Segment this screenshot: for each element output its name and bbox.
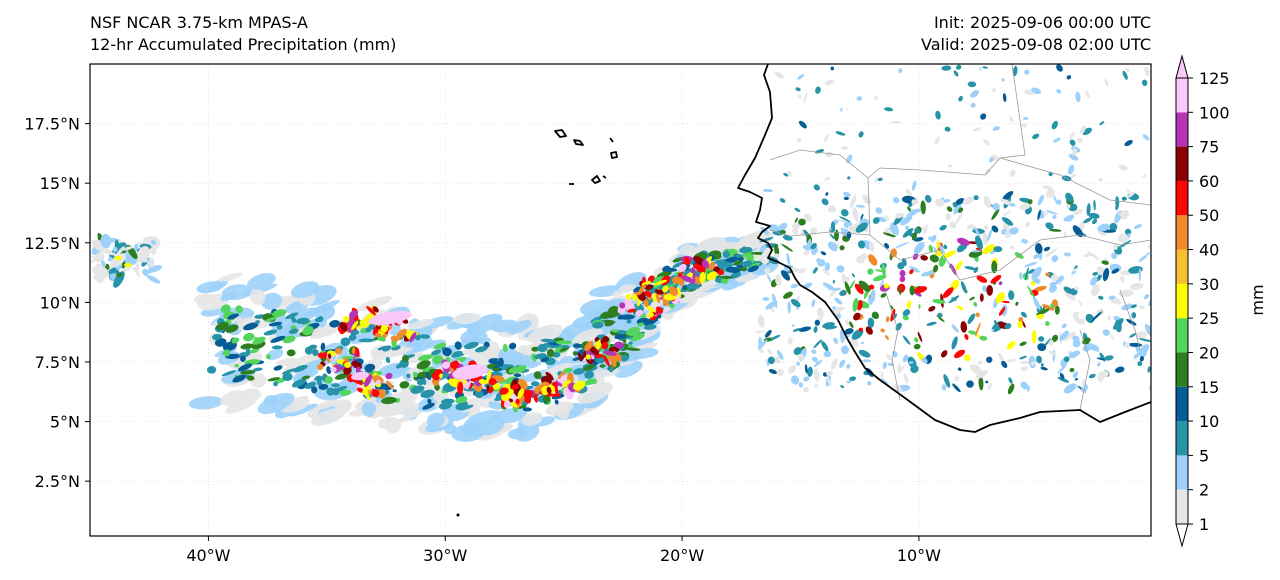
colorbar-segment xyxy=(1176,146,1188,181)
latitude-tick-label: 12.5°N xyxy=(24,234,80,253)
colorbar-segment xyxy=(1176,78,1188,113)
longitude-tick-label: 30°W xyxy=(423,546,467,565)
valid-time: Valid: 2025-09-08 02:00 UTC xyxy=(920,35,1151,54)
model-name: NSF NCAR 3.75-km MPAS-A xyxy=(90,13,308,32)
colorbar-unit-label: mm xyxy=(1248,284,1267,315)
longitude-tick-label: 40°W xyxy=(186,546,230,565)
latitude-tick-label: 10°N xyxy=(40,293,80,312)
colorbar-tick-label: 100 xyxy=(1199,103,1230,122)
colorbar-tick-label: 20 xyxy=(1199,343,1219,362)
colorbar-tick-label: 125 xyxy=(1199,69,1230,88)
coastline xyxy=(554,64,1151,433)
latitude-tick-label: 15°N xyxy=(40,174,80,193)
latitude-tick-label: 5°N xyxy=(50,413,80,432)
colorbar-tick-label: 10 xyxy=(1199,412,1219,431)
colorbar-tick-label: 15 xyxy=(1199,378,1219,397)
colorbar-extend-max xyxy=(1175,54,1189,79)
colorbar-tick-label: 30 xyxy=(1199,275,1219,294)
latitude-tick-label: 7.5°N xyxy=(35,353,80,372)
island-dot xyxy=(456,513,460,517)
colorbar-tick-label: 1 xyxy=(1199,515,1209,534)
colorbar-segment xyxy=(1176,386,1188,422)
gridlines xyxy=(90,64,1151,536)
precipitation-field xyxy=(90,64,1151,442)
longitude-tick-label: 10°W xyxy=(897,546,941,565)
colorbar-extend-min xyxy=(1175,523,1189,548)
colorbar-segment xyxy=(1176,455,1188,490)
field-name: 12-hr Accumulated Precipitation (mm) xyxy=(90,35,397,54)
latitude-tick-label: 2.5°N xyxy=(35,472,80,491)
colorbar-tick-label: 40 xyxy=(1199,241,1219,260)
colorbar-frame xyxy=(1175,77,1189,525)
longitude-tick-label: 20°W xyxy=(660,546,704,565)
longitude-ticks: 40°W 30°W 20°W 10°W xyxy=(186,536,941,565)
init-time: Init: 2025-09-06 00:00 UTC xyxy=(933,13,1151,32)
colorbar-tick-label: 50 xyxy=(1199,206,1219,225)
country-borders xyxy=(769,64,1151,411)
colorbar-segment xyxy=(1176,318,1188,353)
map-frame xyxy=(89,63,1152,537)
colorbar-tick-label: 60 xyxy=(1199,172,1219,191)
title-right: Init: 2025-09-06 00:00 UTC Valid: 2025-0… xyxy=(921,12,1151,56)
colorbar-tick-label: 5 xyxy=(1199,446,1209,465)
colorbar-tick-label: 2 xyxy=(1199,481,1209,500)
latitude-tick-label: 17.5°N xyxy=(24,115,80,134)
title-left: NSF NCAR 3.75-km MPAS-A 12-hr Accumulate… xyxy=(90,12,396,56)
colorbar-segment xyxy=(1176,112,1188,147)
colorbar-segment xyxy=(1176,489,1188,524)
colorbar-tick-label: 25 xyxy=(1199,309,1219,328)
colorbar-segment xyxy=(1176,283,1188,319)
colorbar-segment xyxy=(1176,249,1188,284)
colorbar-segment xyxy=(1176,352,1188,387)
colorbar-tick-label: 75 xyxy=(1199,138,1219,157)
colorbar-segment xyxy=(1176,421,1188,456)
latitude-ticks: 17.5°N 15°N 12.5°N 10°N 7.5°N 5°N 2.5°N xyxy=(24,115,90,491)
colorbar-segment xyxy=(1176,215,1188,250)
colorbar-segment xyxy=(1176,180,1188,216)
